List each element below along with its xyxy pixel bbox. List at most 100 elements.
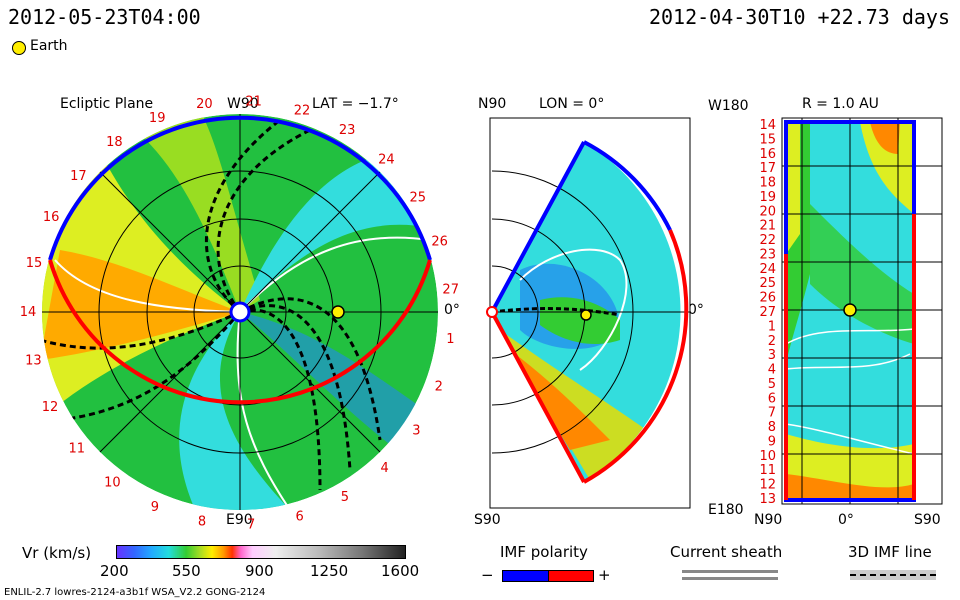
colorbar-tick: 900 — [245, 562, 274, 580]
polarity-ring-positive — [48, 259, 432, 405]
ecliptic-title: Ecliptic Plane — [60, 96, 154, 112]
meridional-bottom-label: S90 — [474, 512, 501, 528]
carrington-label: 11 — [69, 441, 86, 456]
imf-line — [216, 128, 311, 313]
carrington-label: 20 — [196, 97, 213, 112]
colorbar-tick: 550 — [172, 562, 201, 580]
imf-line — [204, 118, 281, 314]
carrington-label: 5 — [341, 490, 349, 505]
carrington-label: 1 — [446, 332, 454, 347]
carrington-label: 17 — [70, 169, 87, 184]
datetime-label: 2012-05-23T04:00 — [8, 5, 201, 29]
ecliptic-south-label: E90 — [226, 512, 253, 528]
map-orange-topright — [870, 122, 900, 154]
colorbar-tick: 200 — [100, 562, 129, 580]
map-sheath — [785, 423, 915, 455]
map-y-label: 20 — [759, 204, 776, 219]
map-y-label: 23 — [759, 248, 776, 263]
lat-lon-map: 1415161718192021222324252627123456789101… — [759, 117, 943, 507]
meridional-edge-negative — [490, 141, 586, 313]
carrington-label: 7 — [247, 518, 255, 530]
carrington-label: 19 — [149, 111, 166, 126]
map-y-label: 16 — [759, 147, 776, 162]
map-y-label: 9 — [768, 435, 776, 450]
map-y-label: 26 — [759, 291, 776, 306]
map-y-label: 7 — [768, 406, 776, 421]
earth-legend-label: Earth — [30, 38, 68, 54]
map-x-label-north: N90 — [754, 512, 783, 528]
colorbar-gradient — [116, 545, 406, 559]
map-y-label: 14 — [759, 118, 776, 133]
carrington-label: 8 — [198, 515, 206, 530]
imf-negative-swatch — [502, 570, 550, 582]
carrington-label: 9 — [151, 500, 159, 515]
map-y-label: 5 — [768, 377, 776, 392]
map-corner-bottom-label: E180 — [708, 502, 744, 518]
colorbar-label: Vr (km/s) — [22, 544, 92, 562]
carrington-label: 18 — [106, 135, 123, 150]
map-yellow-north — [786, 122, 800, 254]
map-y-label: 3 — [768, 348, 776, 363]
imf-positive-swatch — [548, 570, 594, 582]
meridional-lon-label: LON = 0° — [539, 96, 605, 112]
carrington-label: 22 — [294, 103, 311, 118]
map-y-label: 24 — [759, 262, 776, 277]
map-y-label: 21 — [759, 219, 776, 234]
map-y-label: 13 — [759, 492, 776, 507]
carrington-label: 13 — [25, 354, 42, 369]
map-y-label: 1 — [768, 319, 776, 334]
imf-line-title: 3D IMF line — [848, 543, 932, 561]
ecliptic-north-label: W90 — [227, 96, 259, 112]
carrington-label: 27 — [442, 283, 459, 298]
map-y-label: 12 — [759, 478, 776, 493]
map-y-label: 25 — [759, 276, 776, 291]
ecliptic-lat-label: LAT = −1.7° — [312, 96, 399, 112]
fast-wind-arm-2 — [179, 312, 300, 510]
carrington-label: 6 — [295, 509, 303, 524]
meridional-sheath — [519, 248, 628, 371]
sun-marker — [486, 306, 498, 318]
meridional-plane-plot — [486, 117, 691, 509]
map-yellow-topright — [860, 122, 914, 214]
imf-line-swatch — [850, 574, 936, 576]
map-y-label: 11 — [759, 463, 776, 478]
carrington-label: 10 — [104, 475, 121, 490]
carrington-label: 4 — [380, 461, 388, 476]
earth-marker — [331, 305, 345, 319]
map-y-label: 10 — [759, 449, 776, 464]
sun-marker — [229, 301, 251, 323]
map-green-center — [810, 204, 914, 344]
meridional-orange-south — [510, 350, 610, 450]
earth-marker — [843, 303, 857, 317]
meridional-grid — [491, 170, 690, 454]
imf-plus-label: + — [598, 566, 611, 584]
earth-marker — [580, 309, 592, 321]
carrington-label: 12 — [42, 400, 59, 415]
meridional-arc-negative — [583, 140, 672, 231]
slow-wind-band — [110, 114, 260, 312]
meridional-slow-south — [500, 330, 660, 480]
earth-legend-icon — [12, 41, 26, 55]
current-sheath-swatch — [682, 570, 778, 573]
carrington-label: 3 — [412, 424, 420, 439]
map-y-label: 6 — [768, 391, 776, 406]
meridional-arc-positive — [583, 229, 689, 484]
fast-wind-arm-1 — [240, 148, 438, 312]
carrington-label: 14 — [20, 305, 37, 320]
colorbar-tick: 1600 — [381, 562, 420, 580]
carrington-label: 24 — [378, 153, 395, 168]
current-sheath-contours — [54, 236, 431, 510]
current-sheath-title: Current sheath — [670, 543, 783, 561]
carrington-label: 26 — [431, 235, 448, 250]
ecliptic-zero-label: 0° — [444, 302, 460, 318]
sheath-line — [239, 236, 431, 313]
map-y-labels: 1415161718192021222324252627123456789101… — [759, 118, 776, 507]
meridional-edge-positive — [490, 311, 586, 483]
map-y-label: 8 — [768, 420, 776, 435]
meridional-zero-label: 0° — [688, 302, 704, 318]
map-y-label: 15 — [759, 132, 776, 147]
run-info-label: 2012-04-30T10 +22.73 days — [648, 5, 950, 29]
imf-minus-label: − — [481, 566, 494, 584]
